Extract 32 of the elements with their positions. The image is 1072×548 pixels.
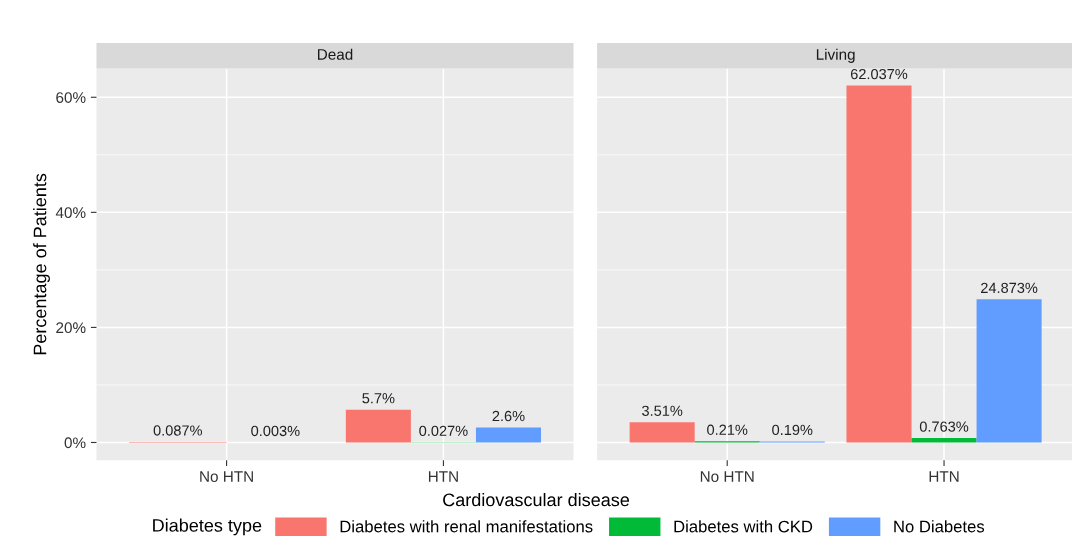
legend-title: Diabetes type xyxy=(153,518,262,536)
y-tick-label: 60% xyxy=(56,92,86,103)
chart-title: Dead xyxy=(317,48,353,60)
data-label: 2.6% xyxy=(492,410,525,422)
x-tick-label: No HTN xyxy=(700,471,754,482)
bar xyxy=(976,299,1042,443)
data-label: 0.003% xyxy=(251,425,300,437)
y-tick-label: 0% xyxy=(64,437,86,449)
x-tick-label: HTN xyxy=(428,471,458,482)
y-tick-label: 20% xyxy=(56,322,86,334)
data-label: 0.027% xyxy=(419,425,468,436)
legend-label: Diabetes with renal manifestations xyxy=(340,520,593,533)
data-label: 5.7% xyxy=(362,393,395,404)
legend-label: No Diabetes xyxy=(894,520,985,533)
x-tick-label: No HTN xyxy=(200,471,253,482)
bar xyxy=(475,427,541,443)
data-label: 0.763% xyxy=(919,421,969,432)
y-tick-label: 40% xyxy=(55,207,86,219)
chart-title: Living xyxy=(816,48,855,63)
legend-label: Diabetes with CKD xyxy=(674,520,813,533)
data-label: 0.21% xyxy=(707,424,748,435)
data-label: 0.19% xyxy=(772,424,813,436)
bar xyxy=(629,422,695,443)
data-label: 0.087% xyxy=(153,425,203,436)
data-label: 3.51% xyxy=(642,405,683,416)
x-axis-title: Cardiovascular disease xyxy=(443,493,630,507)
x-tick-label: HTN xyxy=(929,471,959,482)
bar xyxy=(911,438,977,443)
y-axis-title: Percentage of Patients xyxy=(33,173,50,355)
data-label: 24.873% xyxy=(981,282,1038,294)
bar xyxy=(846,85,912,443)
data-label: 62.037% xyxy=(850,68,908,80)
